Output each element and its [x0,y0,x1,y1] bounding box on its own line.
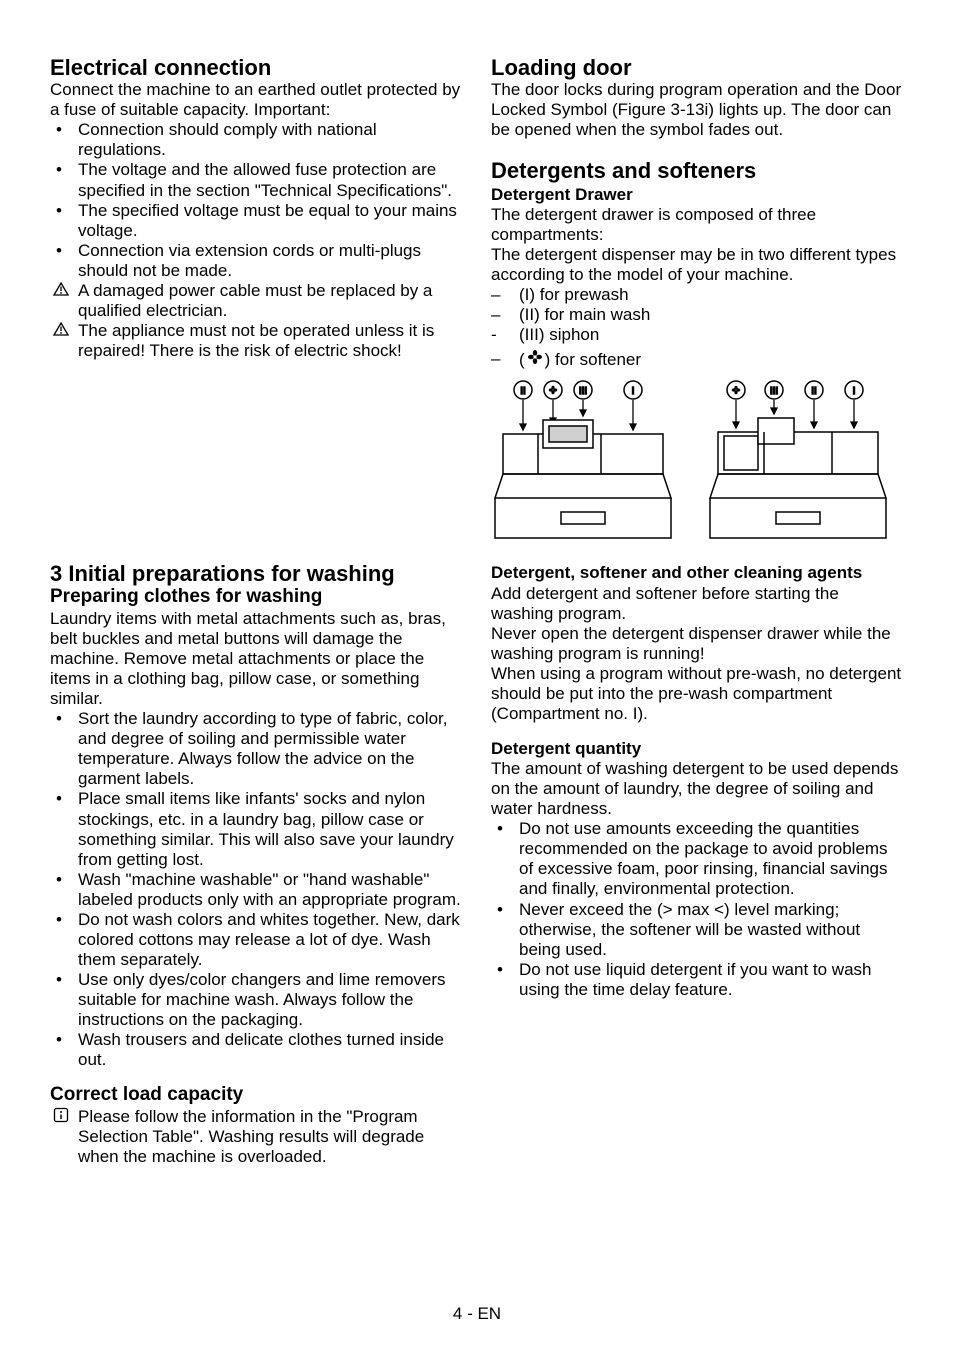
warning-text: A damaged power cable must be replaced b… [78,281,432,320]
preparing-bullets: Sort the laundry according to type of fa… [50,709,463,1070]
list-item: Place small items like infants' socks an… [50,789,463,869]
agents-p3: When using a program without pre-wash, n… [491,664,904,724]
info-icon [50,1107,72,1128]
softener-icon [527,349,543,370]
list-item: The specified voltage must be equal to y… [50,201,463,241]
loading-door-heading: Loading door [491,55,904,80]
compartment-label: (II) for main wash [519,305,650,324]
detergent-drawer-heading: Detergent Drawer [491,184,904,205]
list-item: Do not use amounts exceeding the quantit… [491,819,904,899]
list-item: Connection via extension cords or multi-… [50,241,463,281]
loading-door-text: The door locks during program operation … [491,80,904,140]
compartment-item: ( ) for softener [491,349,904,370]
qty-bullets: Do not use amounts exceeding the quantit… [491,819,904,999]
compartment-label-b: ) for softener [545,350,641,370]
diagram-label: I [853,386,856,397]
list-item: The voltage and the allowed fuse protect… [50,160,463,200]
qty-intro: The amount of washing detergent to be us… [491,759,904,819]
list-item: Wash trousers and delicate clothes turne… [50,1030,463,1070]
preparing-intro: Laundry items with metal attachments suc… [50,609,463,709]
electrical-intro: Connect the machine to an earthed outlet… [50,80,463,120]
compartment-label: (III) siphon [519,325,599,344]
initial-preparations-heading: 3 Initial preparations for washing [50,561,463,586]
detergents-heading: Detergents and softeners [491,158,904,183]
diagram-label: I [632,386,635,397]
compartment-item: (II) for main wash [491,305,904,325]
agents-p1: Add detergent and softener before starti… [491,584,904,624]
electrical-connection-heading: Electrical connection [50,55,463,80]
drawer-diagrams: II III I [491,378,904,548]
warning-text: The appliance must not be operated unles… [78,321,434,360]
list-item: Wash "machine washable" or "hand washabl… [50,870,463,910]
list-item: Sort the laundry according to type of fa… [50,709,463,789]
list-item: Do not wash colors and whites together. … [50,910,463,970]
correct-load-heading: Correct load capacity [50,1084,463,1107]
agents-heading: Detergent, softener and other cleaning a… [491,562,904,583]
warning-item: The appliance must not be operated unles… [50,321,463,361]
page-footer: 4 - EN [0,1304,954,1324]
info-item: Please follow the information in the "Pr… [50,1107,463,1167]
preparing-clothes-heading: Preparing clothes for washing [50,586,463,609]
info-text: Please follow the information in the "Pr… [78,1107,424,1166]
diagram-label: III [770,386,778,397]
diagram-label: II [520,386,526,397]
compartment-label-a: ( [519,350,525,370]
page-columns: Electrical connection Connect the machin… [50,55,904,1167]
list-item: Do not use liquid detergent if you want … [491,960,904,1000]
warning-icon [50,281,72,301]
drawer-diagram-b: III II I [706,378,901,548]
left-column: Electrical connection Connect the machin… [50,55,463,1167]
right-column: Loading door The door locks during progr… [491,55,904,1167]
warning-item: A damaged power cable must be replaced b… [50,281,463,321]
drawer-p1: The detergent drawer is composed of thre… [491,205,904,245]
compartment-item: (III) siphon [491,325,904,345]
diagram-label: III [579,386,587,397]
drawer-diagram-a: II III I [491,378,686,548]
detergent-quantity-heading: Detergent quantity [491,738,904,759]
drawer-p2: The detergent dispenser may be in two di… [491,245,904,285]
electrical-bullets: Connection should comply with national r… [50,120,463,280]
compartment-item: (I) for prewash [491,285,904,305]
list-item: Connection should comply with national r… [50,120,463,160]
diagram-label: II [811,386,817,397]
list-item: Use only dyes/color changers and lime re… [50,970,463,1030]
warning-icon [50,321,72,341]
compartment-label: (I) for prewash [519,285,629,304]
list-item: Never exceed the (> max <) level marking… [491,900,904,960]
agents-p2: Never open the detergent dispenser drawe… [491,624,904,664]
